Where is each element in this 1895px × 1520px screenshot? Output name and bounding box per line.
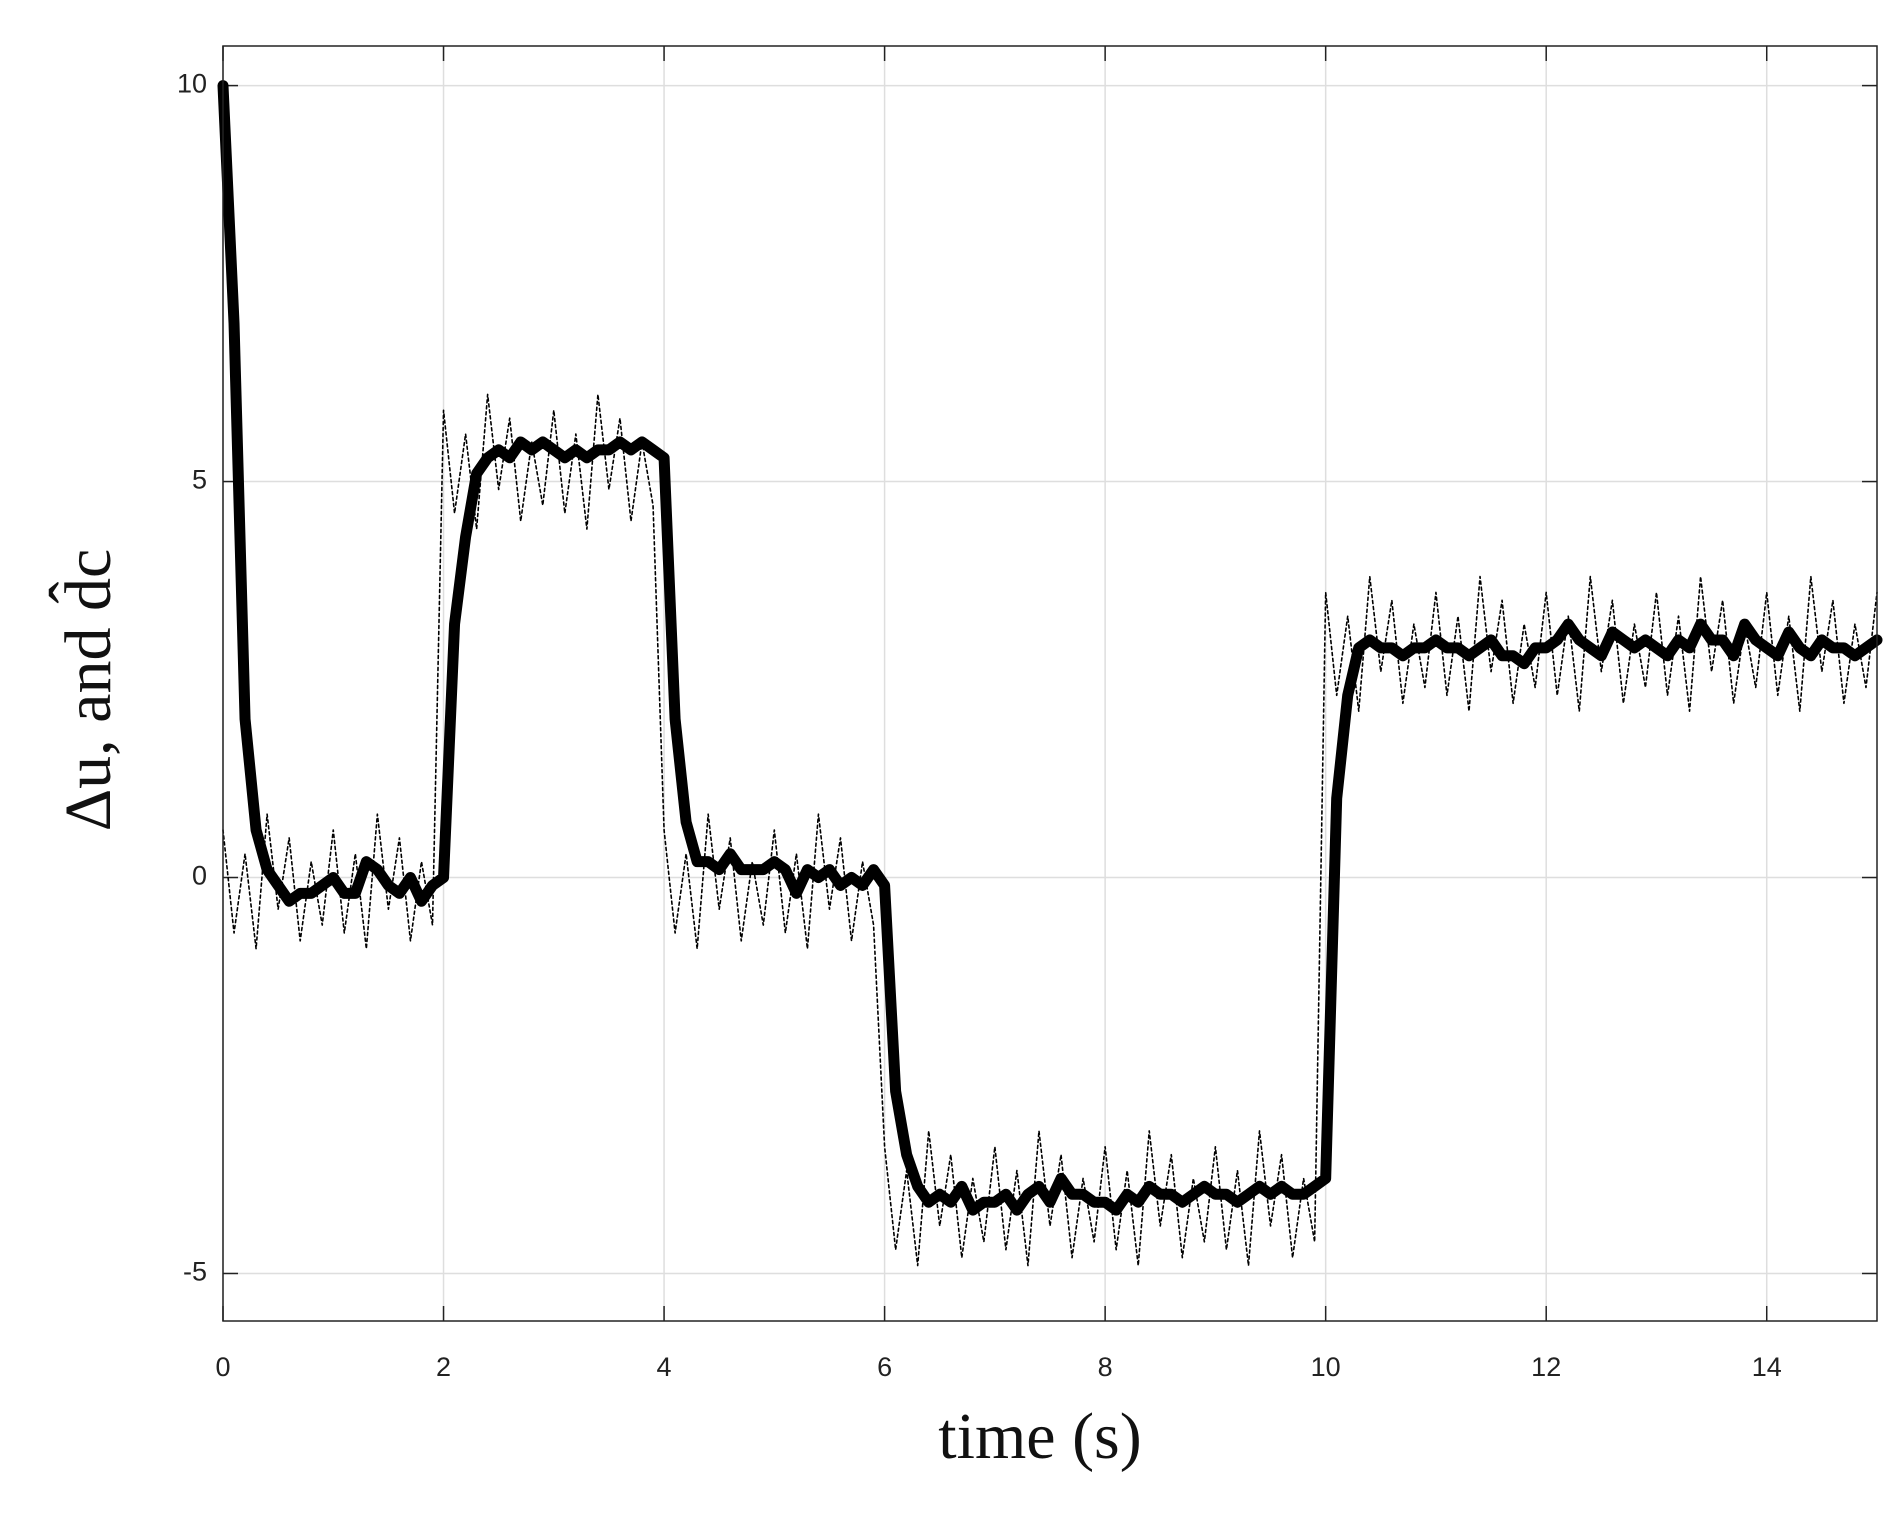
x-tick-label: 0 [215, 1352, 230, 1382]
x-tick-label: 8 [1098, 1352, 1113, 1382]
y-tick-label: 5 [192, 465, 207, 495]
y-tick-label: 10 [177, 69, 207, 99]
y-axis-label: Δu, and d̂c [49, 549, 126, 832]
x-tick-label: 4 [657, 1352, 672, 1382]
estimate-line [217, 80, 1883, 1216]
x-axis-label: time (s) [938, 1400, 1141, 1473]
y-tick-label: -5 [183, 1257, 207, 1287]
x-tick-label: 2 [436, 1352, 451, 1382]
plot-area [223, 46, 1877, 1321]
x-tick-label: 6 [877, 1352, 892, 1382]
x-tick-label: 12 [1531, 1352, 1561, 1382]
x-tick-label: 14 [1752, 1352, 1782, 1382]
y-tick-label: 0 [192, 861, 207, 891]
signal-line [222, 393, 1878, 1267]
x-tick-label: 10 [1311, 1352, 1341, 1382]
plot-frame [222, 45, 1878, 1322]
